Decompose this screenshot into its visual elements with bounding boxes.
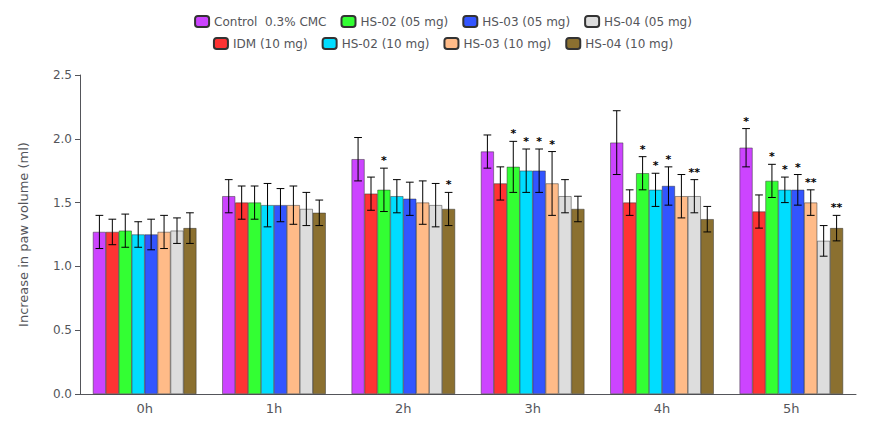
svg-text:*: * bbox=[510, 127, 516, 140]
svg-text:2.0: 2.0 bbox=[53, 132, 72, 146]
svg-text:*: * bbox=[381, 154, 387, 167]
svg-text:*: * bbox=[782, 163, 788, 176]
svg-text:Increase in paw volume (ml): Increase in paw volume (ml) bbox=[16, 142, 31, 327]
svg-text:1.0: 1.0 bbox=[53, 259, 72, 273]
svg-text:*: * bbox=[666, 153, 672, 166]
svg-text:**: ** bbox=[805, 176, 817, 189]
svg-text:*: * bbox=[640, 143, 646, 156]
svg-text:HS-02 (10 mg): HS-02 (10 mg) bbox=[342, 37, 430, 51]
svg-text:*: * bbox=[743, 115, 749, 128]
svg-text:*: * bbox=[536, 135, 542, 148]
svg-text:IDM (10 mg): IDM (10 mg) bbox=[233, 37, 308, 51]
svg-text:HS-03 (05 mg): HS-03 (05 mg) bbox=[482, 15, 570, 29]
svg-text:*: * bbox=[523, 135, 529, 148]
svg-text:**: ** bbox=[689, 166, 701, 179]
svg-text:*: * bbox=[653, 159, 659, 172]
svg-text:**: ** bbox=[831, 201, 843, 214]
svg-text:*: * bbox=[549, 138, 555, 151]
svg-text:HS-02 (05 mg): HS-02 (05 mg) bbox=[360, 15, 448, 29]
svg-text:4h: 4h bbox=[654, 401, 671, 416]
svg-text:3h: 3h bbox=[524, 401, 541, 416]
svg-text:HS-04 (10 mg): HS-04 (10 mg) bbox=[585, 37, 673, 51]
svg-text:0.0: 0.0 bbox=[53, 387, 72, 401]
svg-text:HS-03 (10 mg): HS-03 (10 mg) bbox=[463, 37, 551, 51]
svg-text:2.5: 2.5 bbox=[53, 68, 72, 82]
svg-text:0.5: 0.5 bbox=[53, 323, 72, 337]
svg-text:*: * bbox=[446, 178, 452, 191]
svg-text:1.5: 1.5 bbox=[53, 196, 72, 210]
svg-text:5h: 5h bbox=[783, 401, 800, 416]
svg-text:1h: 1h bbox=[266, 401, 283, 416]
svg-text:0h: 0h bbox=[136, 401, 153, 416]
svg-text:2h: 2h bbox=[395, 401, 412, 416]
svg-text:*: * bbox=[769, 150, 775, 163]
svg-text:*: * bbox=[795, 161, 801, 174]
svg-text:Control 0.3% CMC: Control 0.3% CMC bbox=[214, 15, 326, 29]
svg-text:HS-04 (05 mg): HS-04 (05 mg) bbox=[604, 15, 692, 29]
